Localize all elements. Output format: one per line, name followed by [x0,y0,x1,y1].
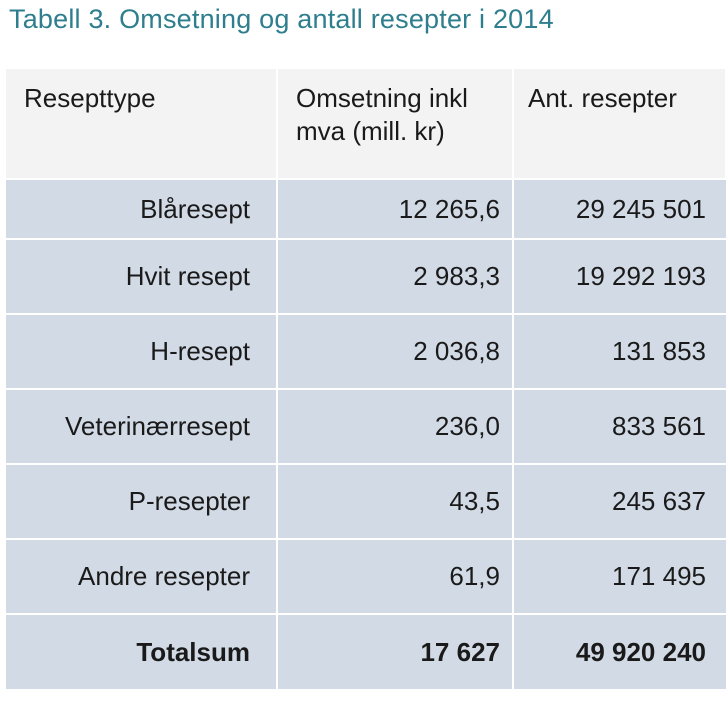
cell-antall: 19 292 193 [513,239,726,315]
cell-type: Veterinærresept [6,389,278,465]
table-title: Tabell 3. Omsetning og antall resepter i… [9,4,554,34]
cell-antall: 171 495 [513,539,726,615]
cell-antall: 131 853 [513,314,726,390]
cell-omsetning: 2 983,3 [277,239,514,315]
table-row: Hvit resept 2 983,3 19 292 193 [6,239,726,315]
cell-omsetning: 43,5 [277,464,514,540]
total-antall: 49 920 240 [513,614,726,689]
prescription-table-container: Resepttype Omsetning inkl mva (mill. kr)… [6,69,726,703]
total-row: Totalsum 17 627 49 920 240 [6,614,726,689]
cell-type: Blåresept [6,179,278,240]
header-omsetning: Omsetning inkl mva (mill. kr) [277,69,514,180]
cell-type: Hvit resept [6,239,278,315]
cell-type: Andre resepter [6,539,278,615]
table-row: H-resept 2 036,8 131 853 [6,314,726,390]
cell-antall: 29 245 501 [513,179,726,240]
cell-omsetning: 61,9 [277,539,514,615]
cell-type: H-resept [6,314,278,390]
table-header-row: Resepttype Omsetning inkl mva (mill. kr)… [6,69,726,180]
header-resepttype: Resepttype [6,69,278,180]
table-row: Veterinærresept 236,0 833 561 [6,389,726,465]
cell-type: P-resepter [6,464,278,540]
cell-omsetning: 2 036,8 [277,314,514,390]
cell-antall: 833 561 [513,389,726,465]
prescription-table: Resepttype Omsetning inkl mva (mill. kr)… [6,69,726,689]
cell-omsetning: 236,0 [277,389,514,465]
cell-antall: 245 637 [513,464,726,540]
table-row: P-resepter 43,5 245 637 [6,464,726,540]
total-omsetning: 17 627 [277,614,514,689]
header-antall: Ant. resepter [513,69,726,180]
table-row: Andre resepter 61,9 171 495 [6,539,726,615]
table-row: Blåresept 12 265,6 29 245 501 [6,179,726,240]
cell-omsetning: 12 265,6 [277,179,514,240]
total-label: Totalsum [6,614,278,689]
